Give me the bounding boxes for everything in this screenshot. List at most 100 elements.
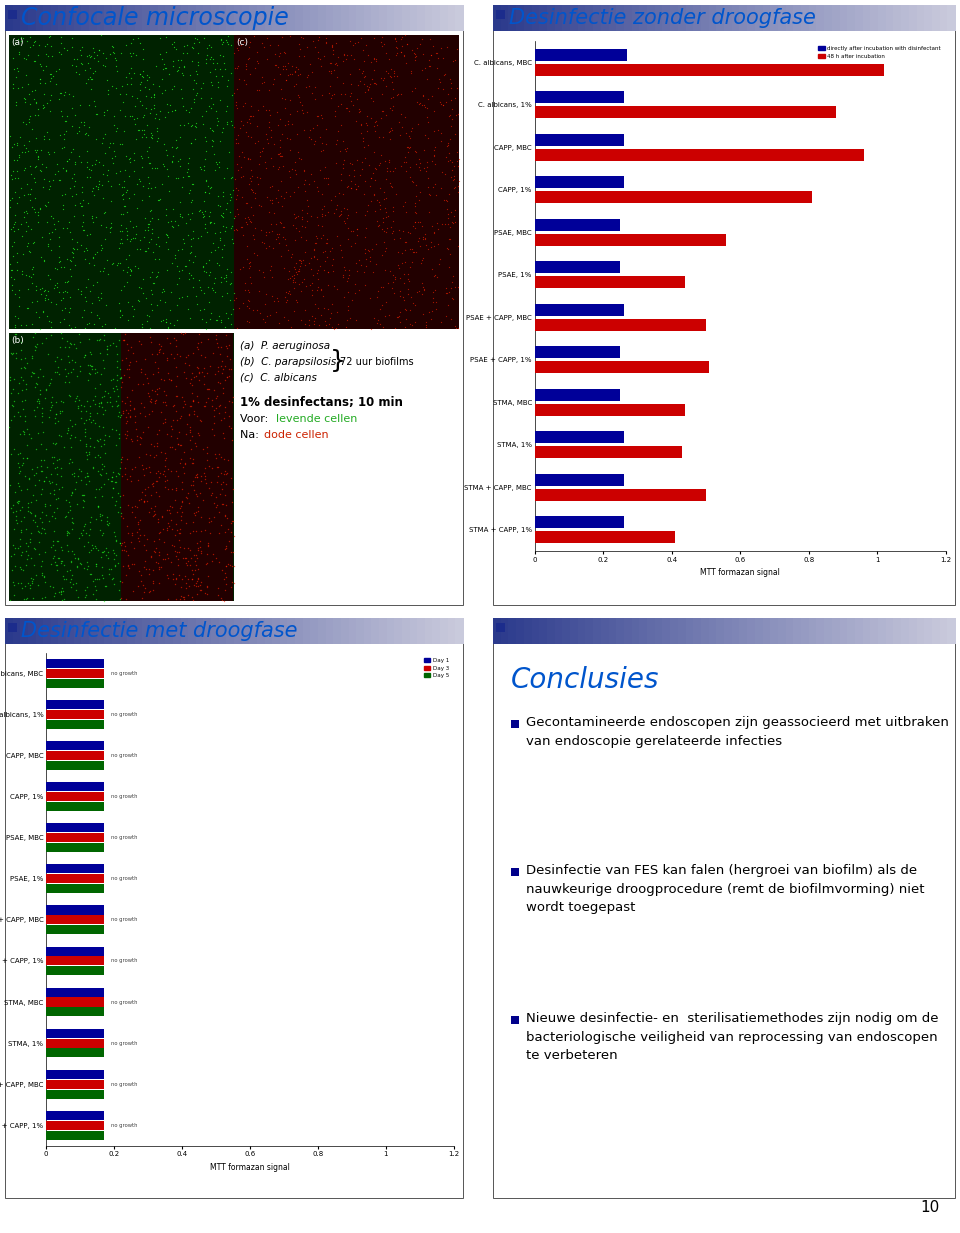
Point [141,67,156,86]
Point [324,36,339,55]
Bar [173,618,181,644]
Point [407,312,422,332]
Point [360,201,375,221]
Point [224,111,239,131]
Point [381,122,396,142]
Point [107,525,122,545]
Point [215,203,230,223]
Point [210,333,226,353]
Point [400,137,416,157]
Point [65,247,81,266]
Point [106,540,121,560]
Point [80,269,95,289]
Point [193,543,208,562]
Point [71,528,86,547]
Point [101,427,116,446]
Point [64,416,80,435]
Point [120,180,135,200]
Point [238,74,253,94]
Point [397,232,413,252]
Text: Gecontamineerde endoscopen zijn geassocieerd met uitbraken
van endoscopie gerela: Gecontamineerde endoscopen zijn geassoci… [526,716,948,747]
Point [312,27,327,47]
Point [11,78,26,97]
Point [61,338,77,358]
Point [153,339,168,359]
Point [44,387,60,407]
Point [140,383,156,403]
Point [82,543,97,562]
Point [112,307,128,327]
Point [300,67,315,86]
Point [205,131,221,150]
Point [99,545,114,565]
Point [79,443,94,462]
Bar [578,5,586,31]
Point [442,282,457,302]
Point [60,502,75,522]
Point [101,513,116,533]
Point [112,100,128,120]
Point [149,268,164,287]
Bar [540,5,547,31]
Point [185,391,201,411]
Point [14,391,30,411]
Point [85,411,101,430]
Point [309,263,324,282]
Bar [509,618,516,644]
Point [220,509,235,529]
Point [314,85,329,105]
Point [121,355,136,375]
Point [114,466,130,486]
Point [84,69,100,89]
Point [205,122,221,142]
Bar [808,5,817,31]
Point [56,282,71,302]
Point [366,28,381,48]
Bar [863,5,871,31]
Point [112,407,128,427]
Point [91,171,107,191]
Point [82,254,97,274]
Point [122,466,137,486]
Point [230,203,246,223]
Point [133,572,149,592]
Point [39,306,55,326]
Point [93,465,108,485]
Point [183,97,199,117]
Point [136,491,152,510]
Point [53,291,68,311]
Point [13,545,29,565]
Point [376,232,392,252]
X-axis label: MTT formazan signal: MTT formazan signal [210,1163,290,1171]
Point [331,314,347,334]
Point [63,552,79,572]
Bar [578,618,586,644]
Point [38,439,54,459]
Point [275,123,290,143]
Point [141,403,156,423]
Point [34,456,49,476]
Point [182,308,198,328]
Point [125,380,140,399]
Point [241,253,256,272]
Point [258,222,274,242]
Point [342,308,357,328]
Point [90,540,106,560]
Point [169,570,184,589]
Point [170,168,185,187]
Point [393,268,408,287]
Point [280,53,296,73]
Point [113,453,129,472]
Point [242,48,257,68]
Point [391,307,406,327]
Point [218,465,233,485]
Point [146,272,161,292]
Point [315,217,330,237]
Point [433,179,448,199]
Point [156,154,171,174]
Point [69,556,84,576]
Point [68,572,84,592]
Point [3,411,18,430]
Point [387,159,402,179]
Point [97,576,112,596]
